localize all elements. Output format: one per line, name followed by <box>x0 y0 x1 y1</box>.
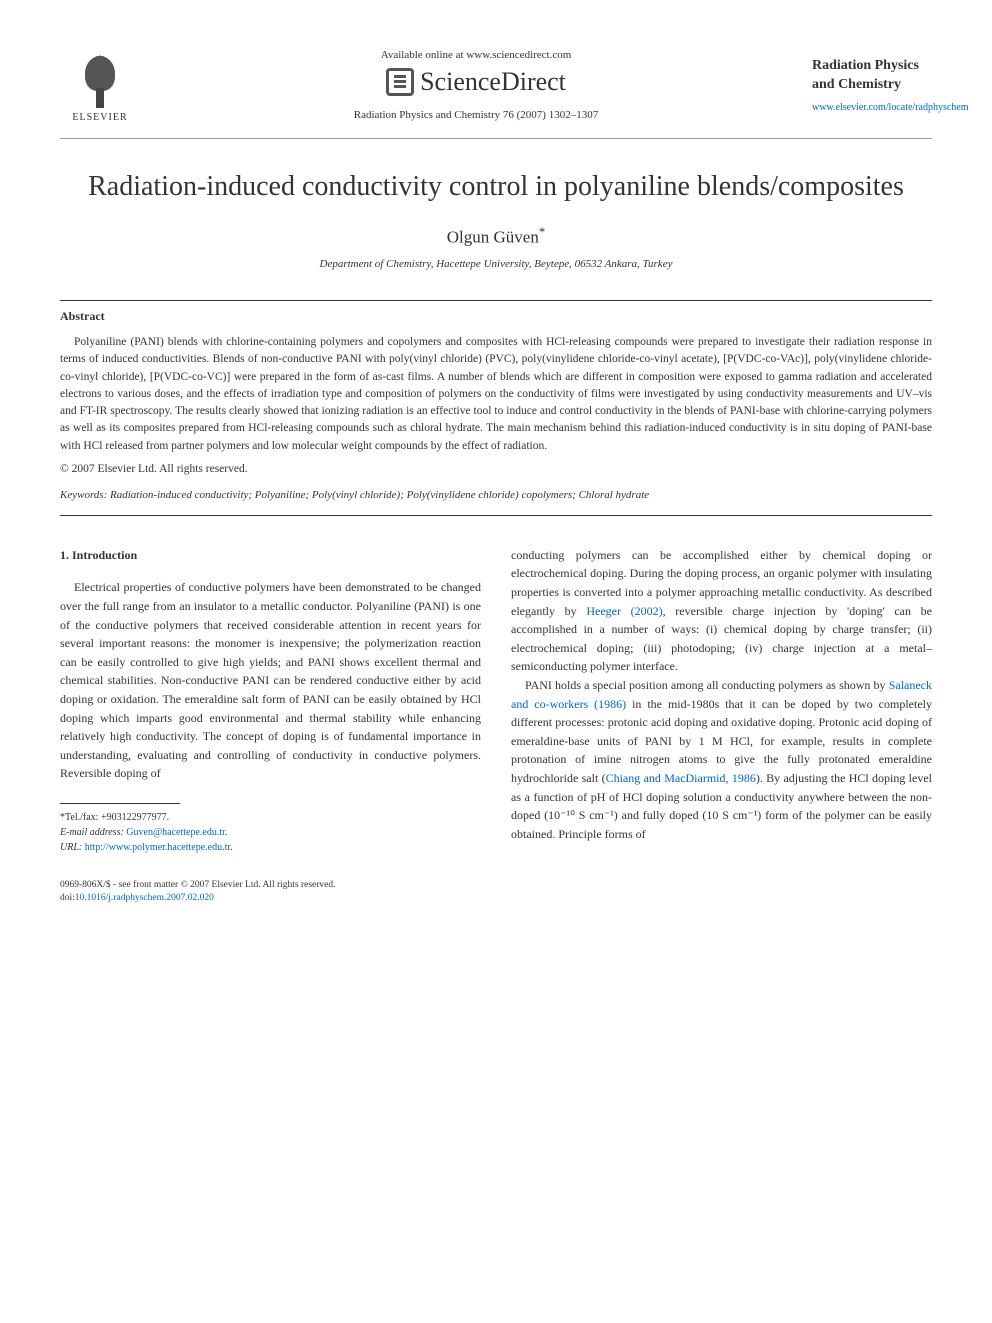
telfax-value: +903122977977. <box>101 812 169 823</box>
footnote-divider <box>60 803 180 804</box>
front-matter-info: 0969-806X/$ - see front matter © 2007 El… <box>60 879 932 906</box>
issn-copyright-line: 0969-806X/$ - see front matter © 2007 El… <box>60 879 932 892</box>
email-footnote: E-mail address: Guven@hacettepe.edu.tr. <box>60 825 481 840</box>
doi-link[interactable]: 10.1016/j.radphyschem.2007.02.020 <box>75 893 214 903</box>
abstract-bottom-rule <box>60 515 932 516</box>
email-link[interactable]: Guven@hacettepe.edu.tr <box>126 827 225 838</box>
citation-heeger[interactable]: Heeger (2002) <box>586 604 662 618</box>
citation-chiang[interactable]: Chiang and MacDiarmid, 1986 <box>606 771 756 785</box>
journal-homepage-link[interactable]: www.elsevier.com/locate/radphyschem <box>812 102 932 113</box>
center-header: Available online at www.sciencedirect.co… <box>140 49 812 121</box>
keywords-line: Keywords: Radiation-induced conductivity… <box>60 489 932 501</box>
publisher-name: ELSEVIER <box>72 112 127 123</box>
introduction-heading: 1. Introduction <box>60 546 481 565</box>
doi-line: doi:10.1016/j.radphyschem.2007.02.020 <box>60 892 932 905</box>
abstract-top-rule <box>60 300 932 301</box>
url-suffix: . <box>230 842 233 853</box>
url-link[interactable]: http://www.polymer.hacettepe.edu.tr <box>85 842 230 853</box>
column-left: 1. Introduction Electrical properties of… <box>60 546 481 855</box>
intro-paragraph-1: Electrical properties of conductive poly… <box>60 578 481 783</box>
keywords-text: Radiation-induced conductivity; Polyanil… <box>110 489 649 501</box>
body-columns: 1. Introduction Electrical properties of… <box>60 546 932 855</box>
corresponding-author-footnote: *Tel./fax: +903122977977. <box>60 810 481 825</box>
sciencedirect-icon <box>386 68 414 96</box>
corresponding-marker: * <box>539 225 545 239</box>
journal-reference: Radiation Physics and Chemistry 76 (2007… <box>140 109 812 121</box>
journal-cover-box: Radiation Physics and Chemistry www.else… <box>812 57 932 112</box>
url-footnote: URL: http://www.polymer.hacettepe.edu.tr… <box>60 840 481 855</box>
url-label: URL: <box>60 842 82 853</box>
intro-paragraph-1-cont: conducting polymers can be accomplished … <box>511 546 932 676</box>
abstract-text: Polyaniline (PANI) blends with chlorine-… <box>60 334 932 455</box>
email-suffix: . <box>225 827 228 838</box>
column-right: conducting polymers can be accomplished … <box>511 546 932 855</box>
sciencedirect-text: ScienceDirect <box>420 67 566 97</box>
affiliation: Department of Chemistry, Hacettepe Unive… <box>60 258 932 270</box>
abstract-heading: Abstract <box>60 309 932 324</box>
journal-name: Radiation Physics and Chemistry <box>812 57 932 93</box>
available-online-text: Available online at www.sciencedirect.co… <box>140 49 812 61</box>
author-line: Olgun Güven* <box>60 225 932 248</box>
email-label: E-mail address: <box>60 827 124 838</box>
header-divider <box>60 138 932 139</box>
intro-paragraph-2: PANI holds a special position among all … <box>511 676 932 843</box>
elsevier-tree-icon <box>70 48 130 108</box>
keywords-label: Keywords: <box>60 489 107 501</box>
elsevier-logo: ELSEVIER <box>60 40 140 130</box>
author-name: Olgun Güven <box>447 228 539 247</box>
telfax-label: *Tel./fax: <box>60 812 98 823</box>
article-title: Radiation-induced conductivity control i… <box>60 169 932 205</box>
sciencedirect-brand: ScienceDirect <box>140 67 812 97</box>
copyright-line: © 2007 Elsevier Ltd. All rights reserved… <box>60 463 932 475</box>
header-row: ELSEVIER Available online at www.science… <box>60 40 932 130</box>
